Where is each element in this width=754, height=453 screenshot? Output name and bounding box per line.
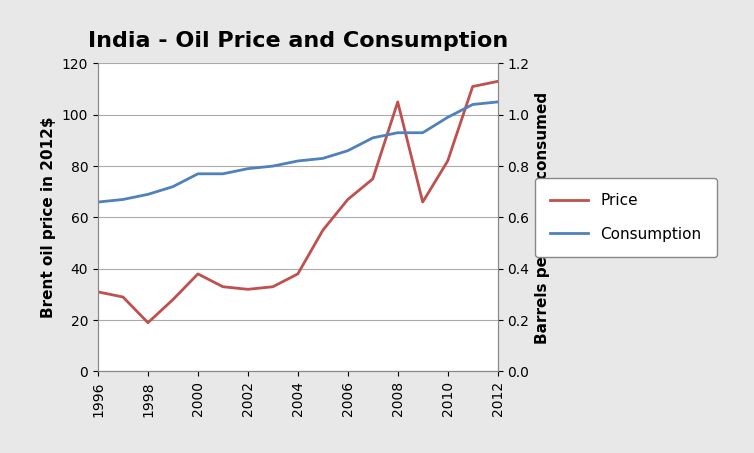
Consumption: [493, 99, 502, 105]
Price: [343, 197, 352, 202]
Title: India - Oil Price and Consumption: India - Oil Price and Consumption: [87, 31, 508, 51]
Consumption: [143, 192, 152, 197]
Price: [393, 99, 402, 105]
Consumption: [418, 130, 428, 135]
Consumption: [293, 158, 302, 164]
Consumption: [318, 156, 327, 161]
Consumption: [268, 164, 277, 169]
Price: [118, 294, 127, 300]
Price: [219, 284, 228, 289]
Price: [368, 176, 377, 182]
Price: [493, 79, 502, 84]
Consumption: [368, 135, 377, 140]
Consumption: [219, 171, 228, 177]
Price: [293, 271, 302, 277]
Price: [268, 284, 277, 289]
Consumption: [244, 166, 253, 171]
Price: [318, 227, 327, 233]
Y-axis label: Brent oil price in 2012$: Brent oil price in 2012$: [41, 117, 57, 318]
Price: [468, 84, 477, 89]
Consumption: [93, 199, 103, 205]
Legend: Price, Consumption: Price, Consumption: [535, 178, 717, 257]
Price: [418, 199, 428, 205]
Consumption: [168, 184, 177, 189]
Consumption: [443, 115, 452, 120]
Consumption: [468, 102, 477, 107]
Consumption: [118, 197, 127, 202]
Price: [443, 158, 452, 164]
Line: Price: Price: [98, 82, 498, 323]
Price: [143, 320, 152, 325]
Price: [168, 297, 177, 302]
Consumption: [393, 130, 402, 135]
Line: Consumption: Consumption: [98, 102, 498, 202]
Price: [244, 287, 253, 292]
Y-axis label: Barrels per person consumed: Barrels per person consumed: [535, 92, 550, 343]
Price: [93, 289, 103, 294]
Price: [193, 271, 202, 277]
Consumption: [343, 148, 352, 154]
Consumption: [193, 171, 202, 177]
